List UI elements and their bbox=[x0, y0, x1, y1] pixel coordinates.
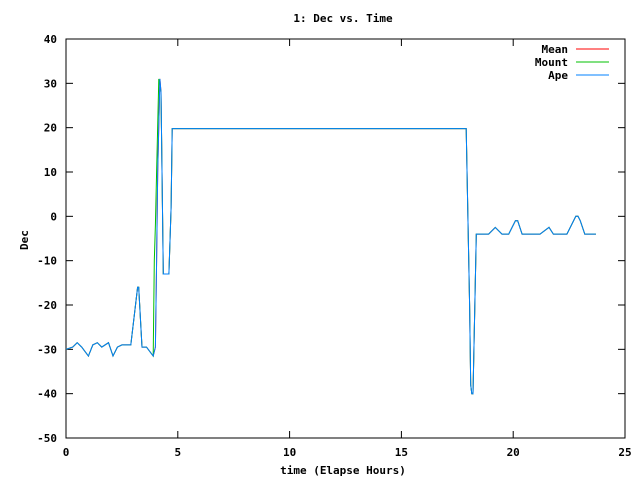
y-tick-label: -20 bbox=[37, 299, 57, 312]
y-tick-label: -40 bbox=[37, 388, 57, 401]
x-tick-label: 20 bbox=[507, 446, 520, 459]
legend-label-mount: Mount bbox=[535, 56, 568, 69]
y-tick-label: 40 bbox=[44, 33, 57, 46]
series-line-ape bbox=[65, 78, 596, 395]
y-tick-label: 30 bbox=[44, 77, 57, 90]
legend-label-ape: Ape bbox=[548, 69, 568, 82]
series-line-mount bbox=[65, 78, 596, 395]
x-tick-label: 5 bbox=[174, 446, 181, 459]
series-line-mean bbox=[65, 78, 596, 395]
x-tick-label: 15 bbox=[395, 446, 408, 459]
y-tick-label: -10 bbox=[37, 255, 57, 268]
y-tick-label: -50 bbox=[37, 432, 57, 445]
x-tick-label: 25 bbox=[618, 446, 631, 459]
y-tick-label: -30 bbox=[37, 343, 57, 356]
series-layer bbox=[65, 78, 596, 395]
plot-frame bbox=[65, 38, 626, 439]
x-axis-label: time (Elapse Hours) bbox=[280, 464, 406, 477]
y-axis-label: Dec bbox=[18, 230, 31, 250]
chart-title: 1: Dec vs. Time bbox=[293, 12, 393, 25]
x-tick-label: 0 bbox=[63, 446, 70, 459]
y-tick-label: 20 bbox=[44, 122, 57, 135]
axis-ticks: 0 5 10 15 20 25 -50 -40 -30 -20 -10 0 10 20 30 40 bbox=[37, 33, 632, 459]
x-tick-label: 10 bbox=[283, 446, 296, 459]
y-tick-label: 0 bbox=[50, 210, 57, 223]
legend-label-mean: Mean bbox=[542, 43, 569, 56]
y-tick-label: 10 bbox=[44, 166, 57, 179]
